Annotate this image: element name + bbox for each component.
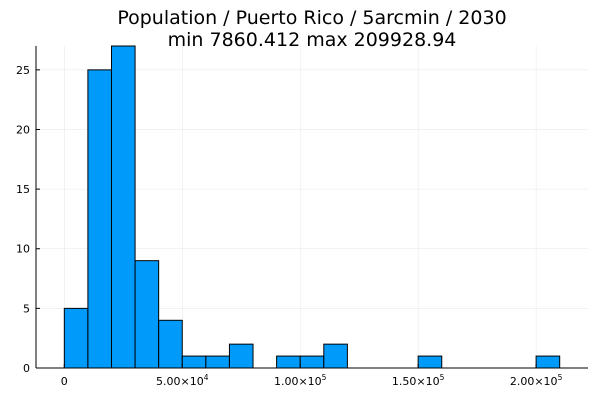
x-tick-label: 1.50×105	[392, 373, 445, 388]
histogram-bar	[276, 355, 301, 369]
y-tick-label: 0	[23, 362, 30, 375]
histogram-bar	[134, 260, 160, 369]
histogram-bar	[87, 69, 112, 369]
y-tick-label: 10	[16, 243, 30, 256]
histogram-bar	[110, 45, 136, 369]
histogram-bar	[535, 355, 561, 369]
histogram-bar	[299, 355, 325, 369]
histogram-bar	[181, 355, 207, 369]
x-tick-label: 0	[61, 375, 68, 388]
chart-subtitle: min 7860.412 max 209928.94	[167, 29, 457, 51]
x-tick-label: 2.00×105	[510, 373, 563, 388]
y-tick-label: 25	[16, 64, 30, 77]
histogram-bar	[63, 307, 89, 369]
y-tick-label: 5	[23, 302, 30, 315]
histogram-bar	[228, 343, 254, 369]
x-tick-label: 5.00×104	[156, 373, 209, 388]
histogram-bar	[323, 343, 348, 369]
y-tick-label: 15	[16, 183, 30, 196]
x-tick-label: 1.00×105	[274, 373, 327, 388]
chart-title: Population / Puerto Rico / 5arcmin / 203…	[117, 7, 507, 29]
histogram-bar	[417, 355, 443, 369]
histogram-bar	[158, 319, 183, 369]
histogram-bar	[205, 355, 230, 369]
y-tick-label: 20	[16, 123, 30, 136]
